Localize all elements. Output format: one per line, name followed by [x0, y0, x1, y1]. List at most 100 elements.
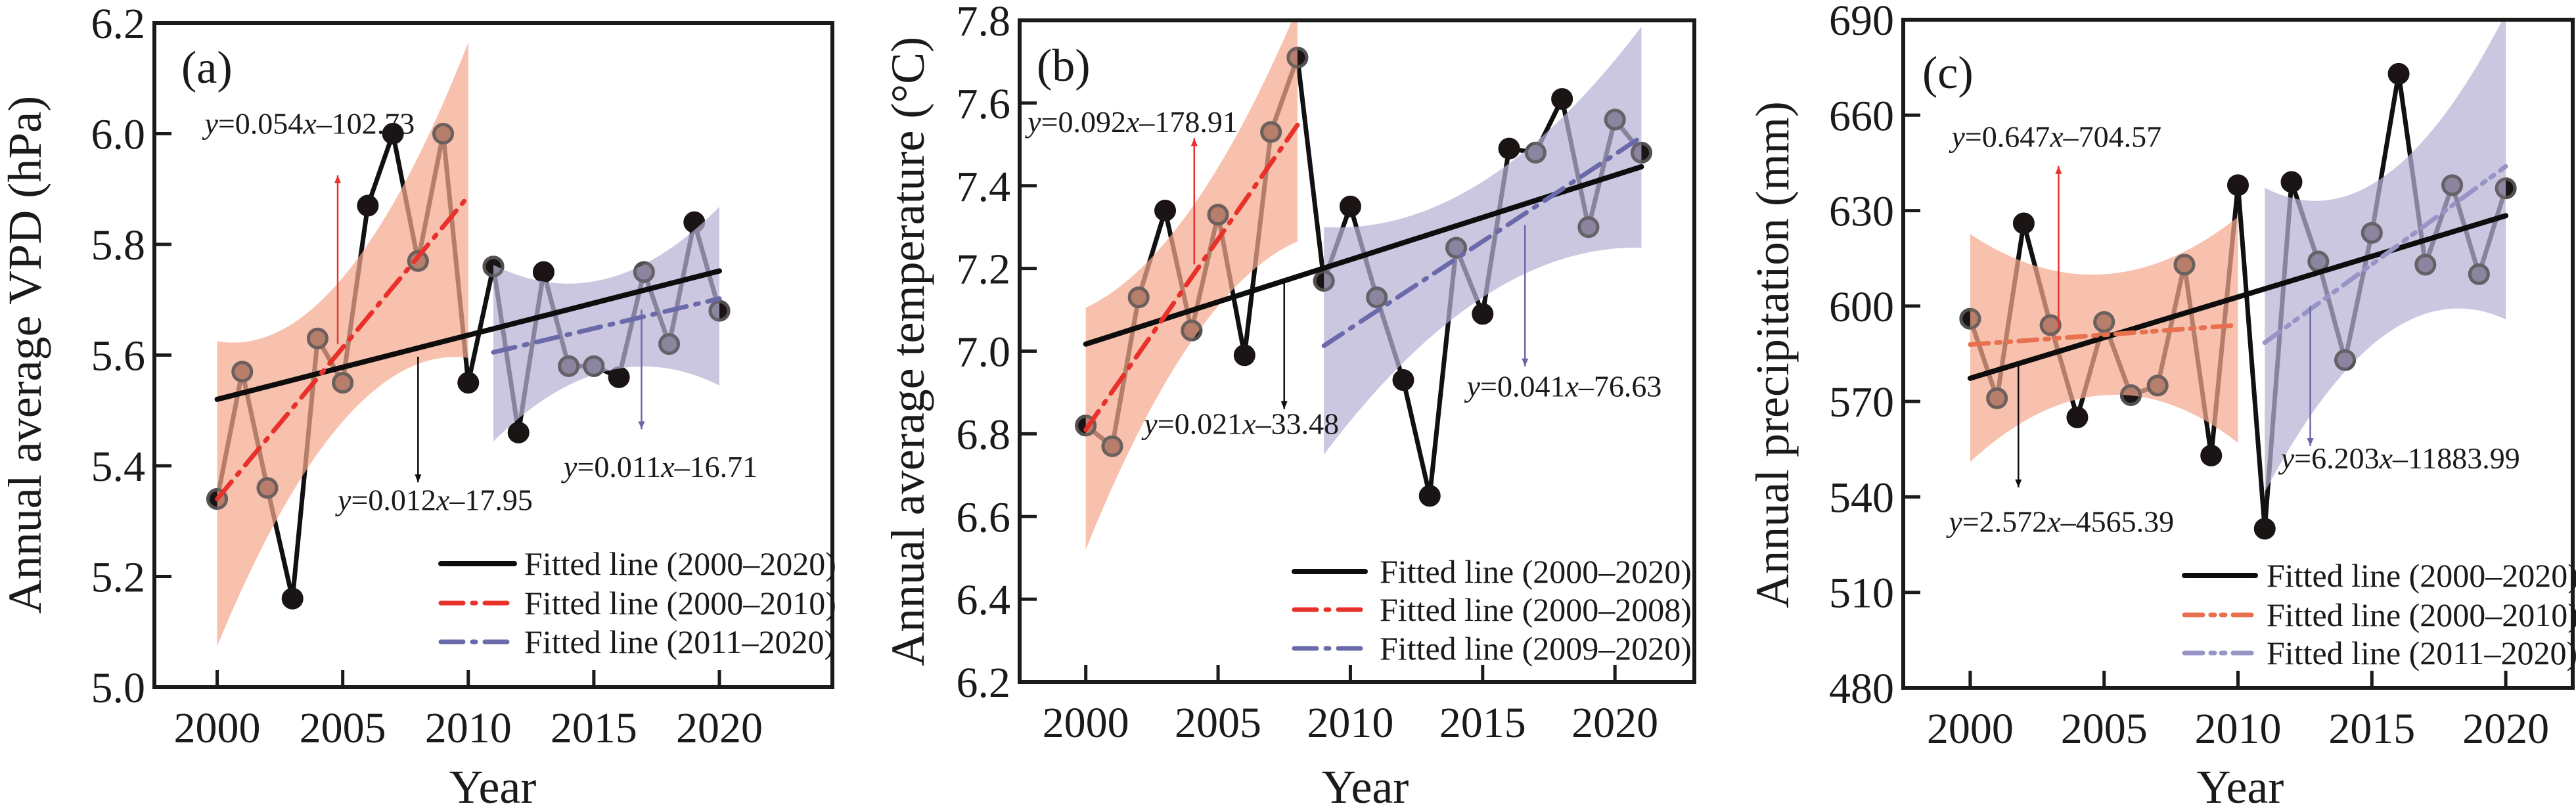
data-point — [1418, 485, 1441, 507]
equation-intercept: –11883.99 — [2392, 441, 2520, 475]
data-point-ring — [708, 300, 731, 322]
equation-x: x — [1242, 407, 1256, 440]
data-point-ring — [1101, 435, 1123, 457]
annotation-arrowhead — [1522, 358, 1529, 367]
y-tick-label: 7.8 — [957, 0, 1011, 45]
data-point-ring — [1286, 47, 1309, 69]
equation-y: y — [1946, 505, 1962, 539]
data-point — [2253, 518, 2276, 540]
equation-slope: =0.092 — [1041, 105, 1126, 139]
equation-slope: =2.572 — [1962, 505, 2047, 539]
data-point — [1233, 344, 1255, 367]
y-tick-label: 630 — [1829, 188, 1894, 236]
series-segment — [365, 131, 395, 208]
equation-slope: =0.647 — [1965, 120, 2050, 154]
equation-intercept: –178.91 — [1139, 105, 1238, 139]
legend-label: Fitted line (2000–2008) — [1380, 591, 1692, 628]
equation-y: y — [202, 107, 218, 141]
data-point-ring — [2334, 349, 2357, 371]
equation-slope: =0.054 — [218, 107, 303, 141]
data-point-ring — [658, 333, 681, 355]
legend: Fitted line (2000–2020)Fitted line (2000… — [1292, 553, 1692, 667]
data-point-ring — [231, 361, 254, 383]
panel-label: (c) — [1922, 48, 1974, 99]
x-tick-label: 2015 — [1439, 699, 1526, 747]
equation-x: x — [436, 483, 450, 516]
data-point-ring — [2468, 263, 2490, 285]
x-tick-label: 2015 — [2328, 705, 2415, 753]
data-point-ring — [256, 477, 279, 499]
x-tick-label: 2000 — [1043, 699, 1129, 747]
data-point — [2012, 212, 2035, 235]
x-tick-label: 2005 — [300, 704, 386, 752]
data-point-ring — [332, 372, 354, 394]
annotation-arrowhead — [334, 175, 342, 183]
equation-y: y — [1464, 370, 1481, 403]
panel-a: Annual average VPD (hPa) Year (a) y=0.05… — [0, 0, 836, 810]
panel-label: (a) — [181, 43, 233, 93]
y-axis-title: Annual average VPD (hPa) — [0, 96, 51, 614]
data-point-ring — [633, 261, 655, 283]
data-point — [1498, 137, 1520, 160]
data-point-ring — [1260, 121, 1282, 143]
series-segment — [1401, 378, 1432, 499]
legend: Fitted line (2000–2020)Fitted line (2000… — [2182, 557, 2576, 671]
equation-intercept: –17.95 — [449, 483, 533, 516]
annotation-arrowhead — [1280, 401, 1288, 409]
data-point-ring — [1986, 387, 2008, 409]
plot-area — [206, 42, 731, 646]
panel-c: Annual precipitation (mm) Year (c) y=0.6… — [1746, 0, 2576, 810]
data-point-ring — [1207, 204, 1229, 226]
legend-label: Fitted line (2011–2020) — [2267, 635, 2576, 671]
annotation-arrowhead — [638, 421, 645, 430]
panel-b: Annual average temperature (°C) Year (b)… — [882, 0, 1696, 810]
legend-label: Fitted line (2009–2020) — [1380, 630, 1692, 667]
y-tick-label: 660 — [1829, 92, 1894, 140]
data-point-ring — [2495, 177, 2517, 200]
annotation-arrowhead — [2015, 479, 2022, 487]
x-tick-label: 2020 — [1571, 699, 1658, 747]
y-tick-label: 5.0 — [91, 664, 146, 712]
equation-x: x — [2379, 441, 2393, 475]
data-point — [2066, 406, 2089, 428]
x-tick-label: 2000 — [174, 704, 261, 752]
equation-slope: =0.041 — [1480, 370, 1565, 403]
y-tick-label: 6.0 — [91, 111, 146, 159]
annotation-arrowhead — [2055, 166, 2062, 174]
y-axis-title: Annual average temperature (°C) — [882, 37, 934, 666]
y-tick-label: 6.2 — [91, 0, 146, 48]
x-tick-label: 2010 — [1307, 699, 1393, 747]
equation-slope: =6.203 — [2294, 441, 2379, 475]
fitted-line — [1967, 213, 2509, 381]
y-tick-label: 540 — [1829, 474, 1894, 522]
data-point — [382, 123, 404, 145]
data-point — [357, 194, 379, 217]
equation-y: y — [561, 450, 577, 484]
data-point — [608, 366, 630, 388]
fitted-line — [1083, 122, 1300, 432]
legend-label: Fitted line (2000–2010) — [524, 585, 836, 621]
fitted-line — [2262, 164, 2508, 346]
data-point — [507, 421, 530, 443]
x-tick-label: 2010 — [2195, 705, 2282, 753]
data-point-ring — [2146, 374, 2169, 397]
equation-intercept: –16.71 — [674, 450, 758, 484]
data-point-ring — [2361, 221, 2383, 244]
equation-label: y=0.647x–704.57 — [1949, 120, 2161, 154]
legend-label: Fitted line (2011–2020) — [524, 623, 835, 660]
data-point-ring — [2414, 254, 2437, 276]
data-point-ring — [583, 355, 605, 377]
data-point-ring — [407, 250, 429, 272]
equation-x: x — [2049, 120, 2064, 154]
x-tick-label: 2000 — [1927, 705, 2014, 753]
equation-slope: =0.021 — [1158, 407, 1242, 440]
fitted-line — [491, 296, 722, 355]
series-segment — [466, 264, 496, 386]
x-tick-label: 2010 — [425, 704, 512, 752]
legend-label: Fitted line (2000–2020) — [524, 545, 836, 582]
data-point-ring — [1577, 216, 1600, 238]
y-tick-label: 600 — [1829, 283, 1894, 331]
equation-x: x — [660, 450, 675, 484]
x-tick-label: 2005 — [2061, 705, 2148, 753]
